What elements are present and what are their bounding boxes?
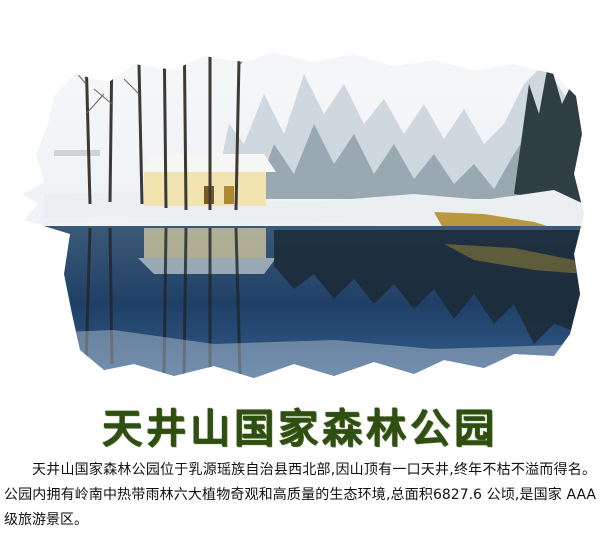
snowy-forest-lake-image [22, 52, 584, 378]
park-description: 天井山国家森林公园位于乳源瑶族自治县西北部,因山顶有一口天井,终年不枯不溢而得名… [4, 462, 596, 528]
page-title: 天井山国家森林公园 [102, 405, 498, 452]
scenic-photo [14, 4, 588, 382]
